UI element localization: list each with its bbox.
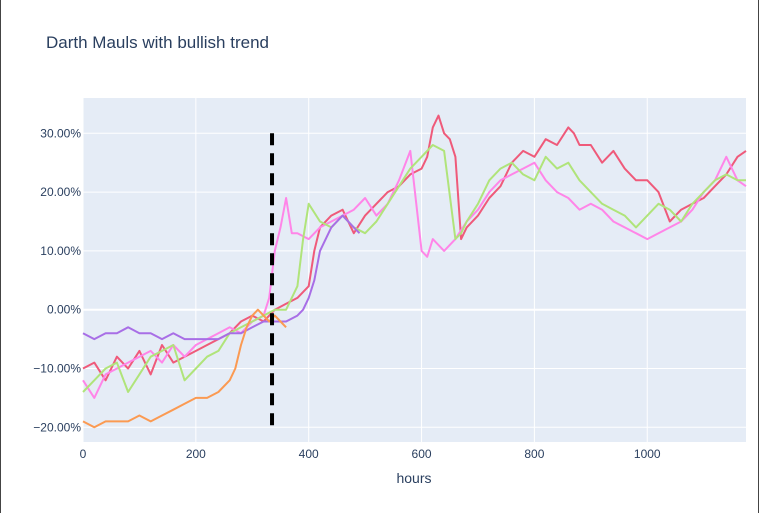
- gridlines: [82, 98, 746, 442]
- y-tick-label: 0.00%: [47, 303, 81, 317]
- series-line-5[interactable]: [82, 308, 287, 429]
- x-tick-label: 800: [524, 447, 544, 461]
- series-line-4[interactable]: [82, 214, 361, 341]
- x-axis-title: hours: [396, 470, 431, 486]
- y-tick-label: −10.00%: [33, 361, 81, 375]
- series-group[interactable]: [82, 114, 747, 429]
- y-tick-label: −20.00%: [33, 420, 81, 434]
- y-tick-label: 30.00%: [40, 126, 81, 140]
- x-tick-label: 200: [186, 447, 206, 461]
- x-tick-label: 0: [80, 447, 87, 461]
- series-line-3[interactable]: [82, 144, 746, 393]
- chart-title: Darth Mauls with bullish trend: [46, 33, 269, 52]
- y-tick-label: 20.00%: [40, 185, 81, 199]
- y-tick-label: 10.00%: [40, 244, 81, 258]
- series-line-1[interactable]: [82, 114, 747, 382]
- x-tick-label: 1000: [634, 447, 661, 461]
- x-tick-label: 600: [412, 447, 432, 461]
- plot-area[interactable]: [83, 98, 746, 442]
- x-tick-labels: 0 200 400 600 800 1000: [80, 447, 661, 461]
- x-tick-label: 400: [299, 447, 319, 461]
- y-tick-labels: −20.00% −10.00% 0.00% 10.00% 20.00% 30.00%: [33, 126, 81, 434]
- series-line-2[interactable]: [82, 149, 747, 399]
